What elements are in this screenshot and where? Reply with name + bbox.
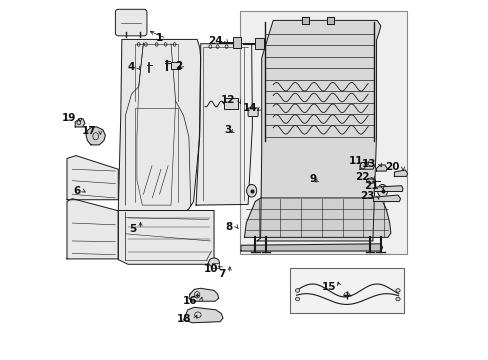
Text: 18: 18 [177, 314, 191, 324]
Text: 12: 12 [221, 95, 235, 105]
Text: 15: 15 [321, 282, 335, 292]
Polygon shape [394, 170, 407, 176]
Ellipse shape [395, 289, 399, 292]
Ellipse shape [360, 162, 365, 169]
Text: 22: 22 [354, 172, 368, 182]
Text: 23: 23 [359, 191, 373, 201]
Text: 14: 14 [242, 103, 257, 113]
Bar [224, 98, 238, 109]
Polygon shape [188, 288, 218, 301]
Text: 3: 3 [224, 125, 231, 135]
Polygon shape [373, 195, 400, 202]
Text: 8: 8 [225, 222, 233, 231]
Text: 17: 17 [82, 126, 97, 135]
Ellipse shape [246, 184, 256, 197]
Polygon shape [326, 17, 333, 24]
Text: 11: 11 [348, 156, 363, 166]
Polygon shape [67, 156, 118, 200]
Text: 10: 10 [204, 264, 218, 274]
Bar [240, 12, 406, 253]
Text: 4: 4 [127, 62, 134, 72]
Ellipse shape [295, 297, 299, 301]
Ellipse shape [377, 184, 387, 197]
Polygon shape [244, 198, 390, 237]
Bar [233, 37, 241, 48]
Bar [290, 267, 404, 314]
Bar [255, 38, 264, 49]
Text: 7: 7 [218, 269, 225, 279]
Text: 24: 24 [207, 36, 222, 46]
Polygon shape [373, 186, 402, 192]
Bar [211, 263, 219, 267]
Text: 13: 13 [361, 159, 376, 169]
Text: 16: 16 [183, 296, 197, 306]
Polygon shape [196, 44, 252, 205]
Text: 9: 9 [308, 174, 316, 184]
Polygon shape [183, 307, 223, 323]
Polygon shape [257, 21, 380, 241]
Text: 5: 5 [129, 225, 137, 234]
Ellipse shape [395, 297, 399, 301]
Text: 19: 19 [62, 113, 77, 123]
Text: 6: 6 [73, 186, 81, 197]
Ellipse shape [208, 258, 219, 267]
Polygon shape [118, 40, 201, 211]
Polygon shape [75, 118, 85, 127]
Polygon shape [118, 211, 214, 264]
Text: 20: 20 [384, 162, 399, 172]
Ellipse shape [295, 289, 299, 292]
Polygon shape [86, 127, 105, 145]
Polygon shape [301, 17, 308, 24]
Text: 1: 1 [155, 33, 163, 43]
FancyBboxPatch shape [247, 108, 258, 117]
Polygon shape [376, 165, 386, 171]
Polygon shape [359, 162, 373, 169]
Polygon shape [67, 199, 118, 259]
FancyBboxPatch shape [115, 9, 147, 36]
Text: 21: 21 [364, 181, 378, 192]
Polygon shape [241, 244, 382, 251]
Text: 2: 2 [175, 61, 183, 71]
Bar [171, 62, 180, 69]
